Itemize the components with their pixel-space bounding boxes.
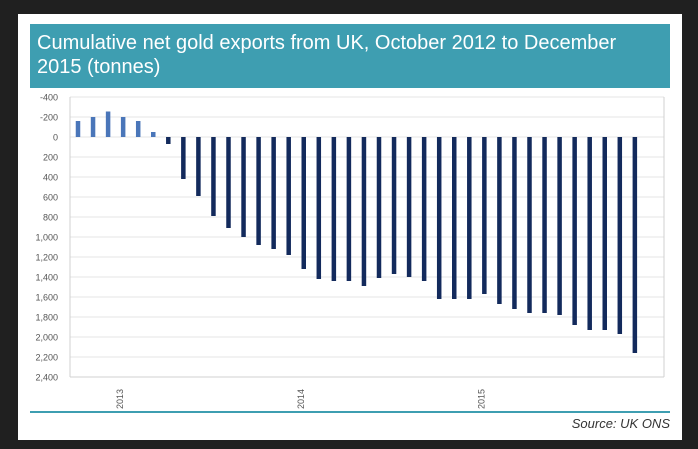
bar <box>617 137 623 334</box>
bar <box>331 137 337 281</box>
bar <box>286 137 291 255</box>
bar <box>211 137 216 216</box>
y-tick-label: 2,400 <box>35 373 58 383</box>
bar <box>632 137 638 353</box>
y-tick-label: 1,000 <box>35 233 58 243</box>
bar <box>452 137 457 299</box>
bar <box>181 137 186 179</box>
bar <box>226 137 231 228</box>
bar <box>557 137 562 315</box>
bar <box>436 137 442 299</box>
title-bar: Cumulative net gold exports from UK, Oct… <box>30 24 670 88</box>
source-note: Source: UK ONS <box>571 416 670 431</box>
y-tick-label: 2,000 <box>35 333 58 343</box>
y-tick-label: 0 <box>53 133 58 143</box>
bar <box>135 121 141 137</box>
y-tick-label: 1,800 <box>35 313 58 323</box>
bar <box>301 137 306 269</box>
bar <box>75 121 81 137</box>
chart-panel: Cumulative net gold exports from UK, Oct… <box>18 14 682 440</box>
bar <box>467 137 472 299</box>
x-tick-label: 2014 <box>296 389 306 409</box>
bar <box>482 137 487 294</box>
bar <box>497 137 502 304</box>
bar <box>90 117 96 137</box>
bar <box>376 137 382 278</box>
y-tick-label: 600 <box>43 193 58 203</box>
bar <box>512 137 517 309</box>
y-tick-label: 400 <box>43 173 58 183</box>
bar <box>316 137 322 279</box>
y-tick-label: 2,200 <box>35 353 58 363</box>
bar <box>271 137 276 249</box>
y-tick-label: -400 <box>40 93 58 103</box>
y-tick-label: 800 <box>43 213 58 223</box>
bar <box>587 137 592 330</box>
x-tick-label: 2013 <box>115 389 125 409</box>
bar <box>421 137 427 281</box>
x-tick-label: 2015 <box>476 389 486 409</box>
bar <box>542 137 547 313</box>
bar <box>346 137 352 281</box>
bar <box>527 137 532 313</box>
y-tick-label: 1,200 <box>35 253 58 263</box>
bar <box>166 137 171 144</box>
chart-title: Cumulative net gold exports from UK, Oct… <box>37 32 617 78</box>
bar <box>256 137 261 245</box>
bar <box>196 137 201 196</box>
y-tick-label: 1,600 <box>35 293 58 303</box>
bar <box>572 137 577 325</box>
bar <box>602 137 607 330</box>
bar <box>406 137 412 277</box>
y-tick-label: 200 <box>43 153 58 163</box>
bar <box>241 137 246 237</box>
y-tick-label: -200 <box>40 113 58 123</box>
bar <box>105 111 111 137</box>
bar <box>151 132 156 137</box>
footer-rule <box>30 411 670 413</box>
y-tick-label: 1,400 <box>35 273 58 283</box>
bar <box>120 117 126 137</box>
bar-chart: -400 -200 0 200 400 600 800 1,000 1,200 1,400 1,60… <box>35 93 665 409</box>
bar <box>391 137 397 274</box>
bar <box>361 137 367 286</box>
